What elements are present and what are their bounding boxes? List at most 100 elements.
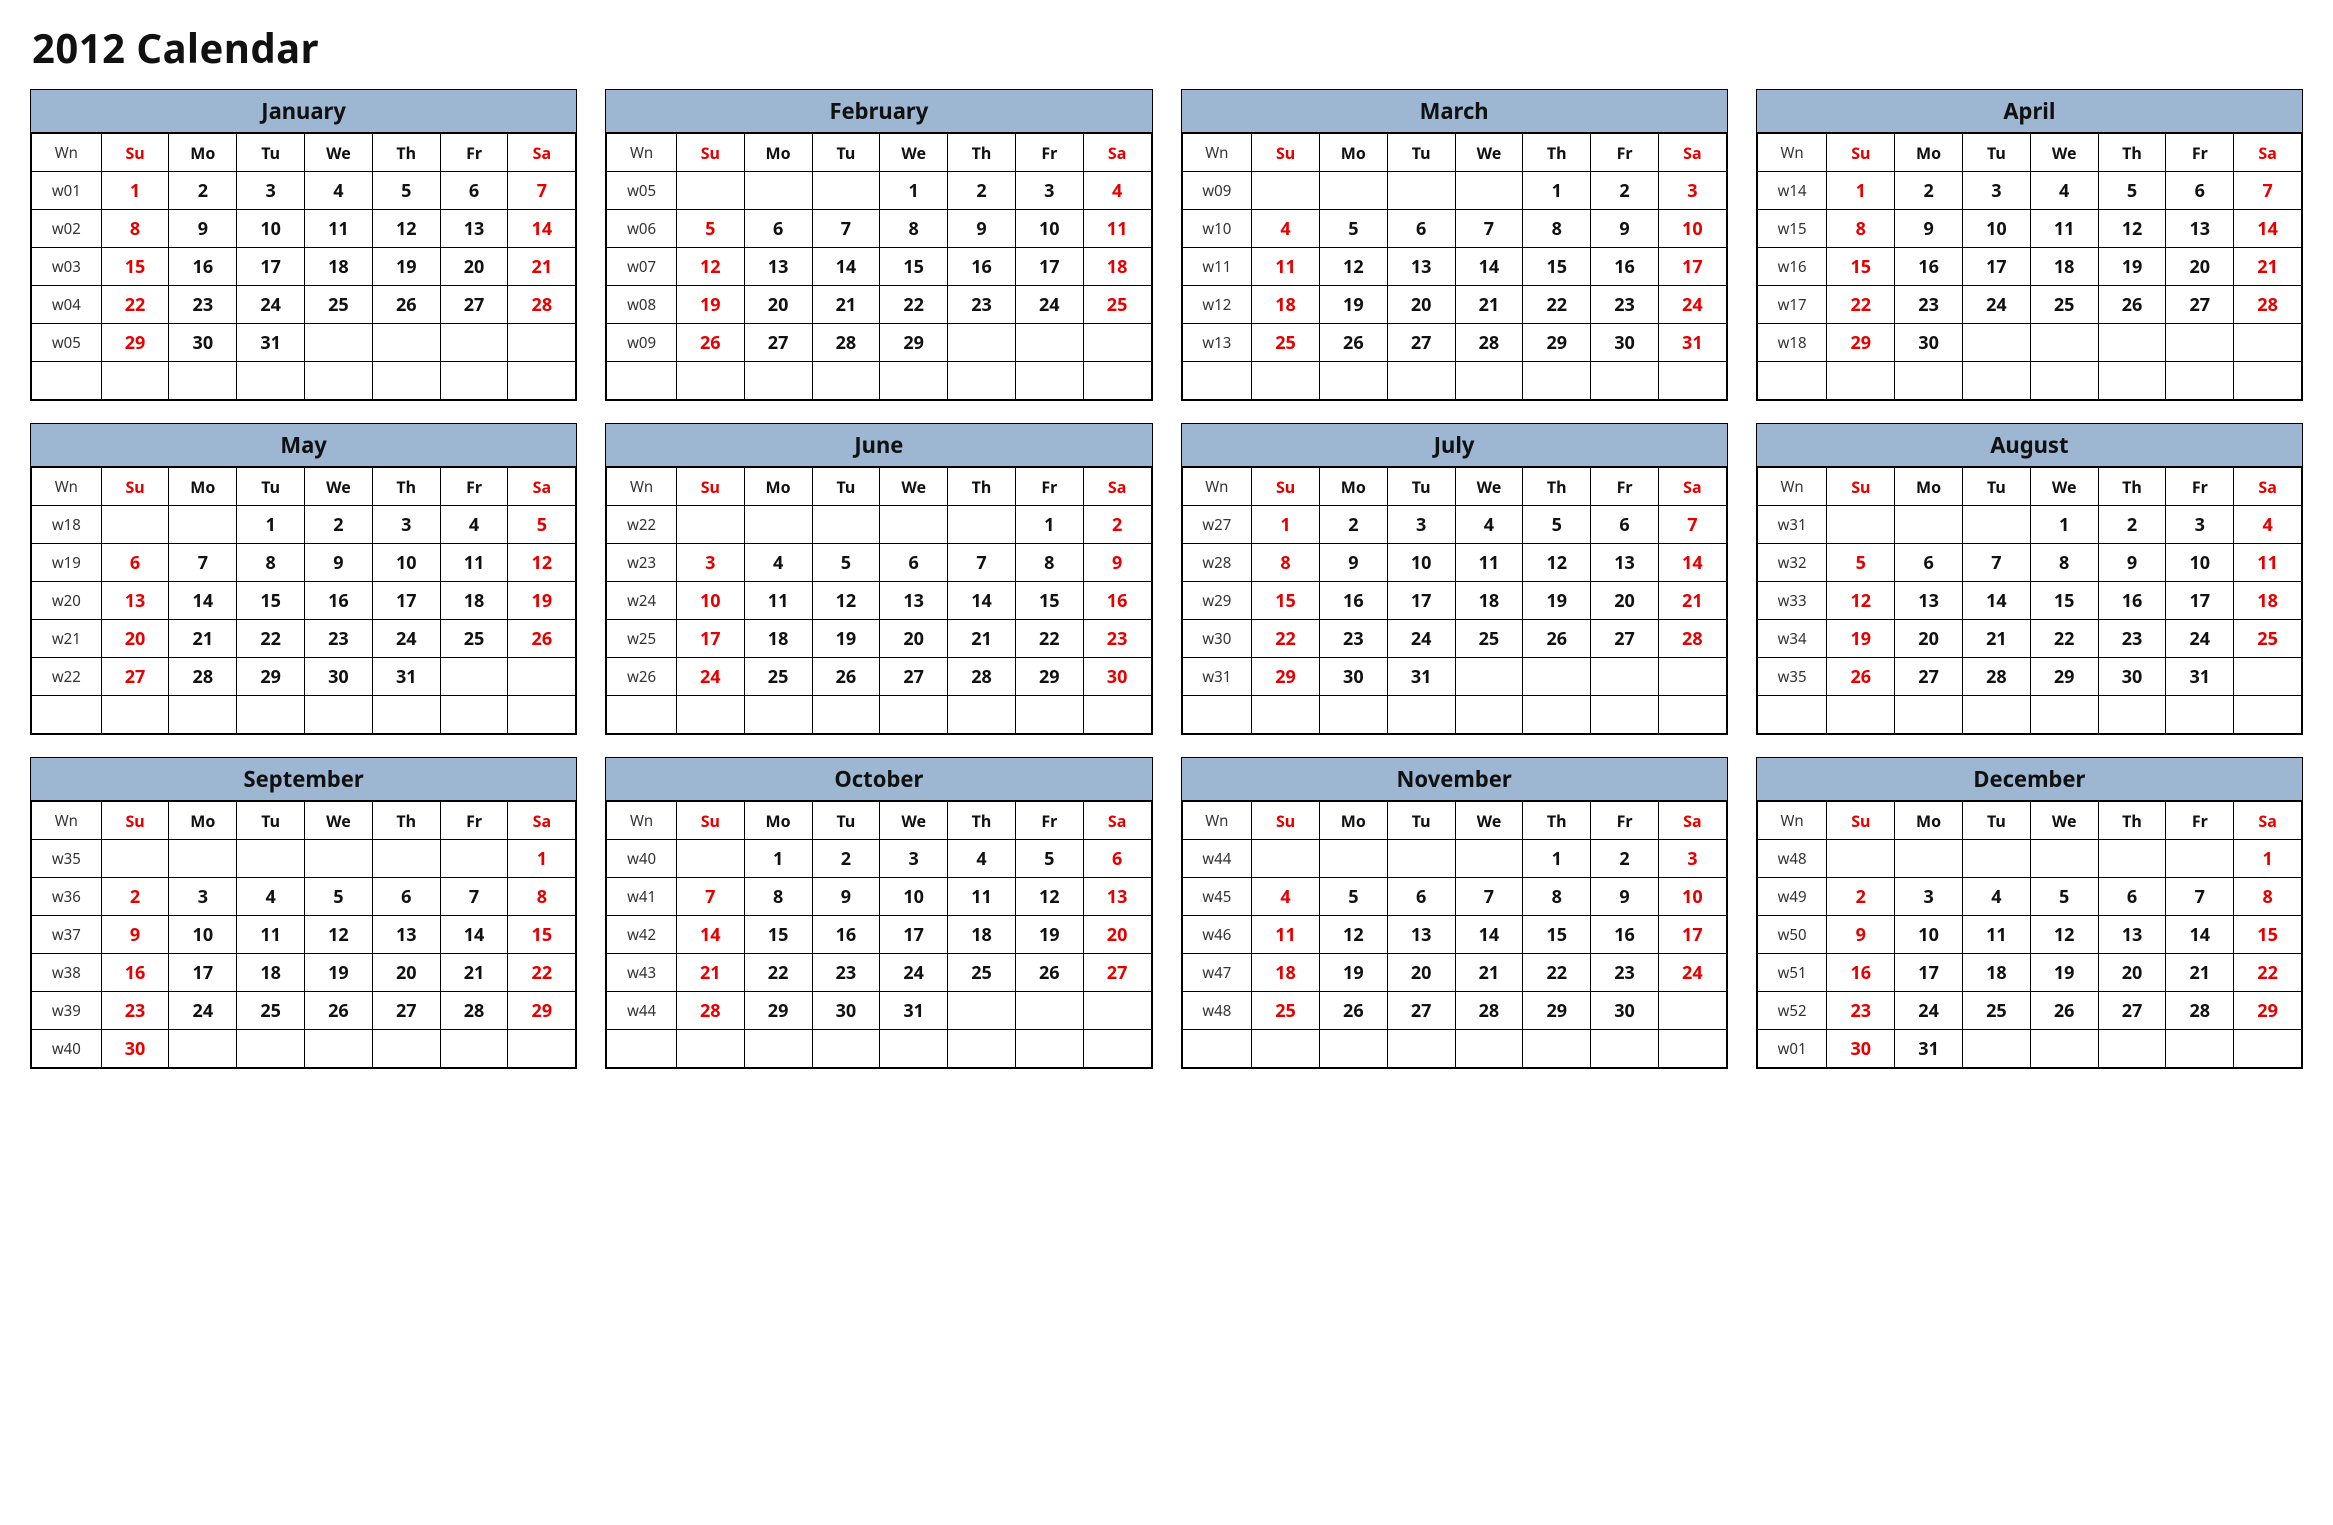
- day-cell: 25: [440, 620, 508, 658]
- day-cell: 2: [1895, 172, 1963, 210]
- day-cell: [1252, 696, 1320, 734]
- day-cell: 30: [1319, 658, 1387, 696]
- day-cell: 21: [440, 954, 508, 992]
- day-cell: 29: [1827, 324, 1895, 362]
- day-header: Fr: [440, 468, 508, 506]
- weeknum-cell: w40: [32, 1030, 102, 1068]
- day-header: Mo: [169, 802, 237, 840]
- day-cell: 31: [880, 992, 948, 1030]
- day-cell: 3: [1658, 840, 1726, 878]
- day-header: Th: [1523, 468, 1591, 506]
- month-name: August: [1757, 424, 2302, 467]
- day-header: We: [1455, 802, 1523, 840]
- day-cell: 5: [1523, 506, 1591, 544]
- day-cell: 1: [2234, 840, 2302, 878]
- week-row: w271234567: [1182, 506, 1726, 544]
- day-cell: [676, 840, 744, 878]
- day-cell: 14: [1455, 248, 1523, 286]
- week-row: w44123: [1182, 840, 1726, 878]
- day-cell: 6: [101, 544, 169, 582]
- day-cell: 14: [508, 210, 576, 248]
- day-header: Mo: [1319, 468, 1387, 506]
- week-row: w5223242526272829: [1757, 992, 2301, 1030]
- weeknum-header: Wn: [1757, 468, 1827, 506]
- day-cell: 1: [1827, 172, 1895, 210]
- week-row: w48252627282930: [1182, 992, 1726, 1030]
- day-cell: 11: [1252, 248, 1320, 286]
- day-cell: 16: [1319, 582, 1387, 620]
- week-row: w0819202122232425: [607, 286, 1151, 324]
- week-row: w31293031: [1182, 658, 1726, 696]
- day-cell: [237, 1030, 305, 1068]
- day-cell: 22: [1523, 954, 1591, 992]
- day-cell: 16: [1895, 248, 1963, 286]
- day-cell: 13: [101, 582, 169, 620]
- month-card: JulyWnSuMoTuWeThFrSaw271234567w288910111…: [1181, 423, 1728, 735]
- day-cell: 16: [169, 248, 237, 286]
- weeknum-cell: w32: [1757, 544, 1827, 582]
- day-cell: [372, 696, 440, 734]
- week-row: w0712131415161718: [607, 248, 1151, 286]
- day-cell: 28: [1455, 324, 1523, 362]
- day-cell: 9: [169, 210, 237, 248]
- day-cell: 11: [237, 916, 305, 954]
- day-cell: 11: [440, 544, 508, 582]
- day-cell: 30: [812, 992, 880, 1030]
- day-cell: 15: [1015, 582, 1083, 620]
- day-header: Fr: [1591, 802, 1659, 840]
- weeknum-cell: w27: [1182, 506, 1252, 544]
- day-cell: 24: [1658, 286, 1726, 324]
- day-cell: 18: [1083, 248, 1151, 286]
- week-row: w09123: [1182, 172, 1726, 210]
- day-cell: 13: [880, 582, 948, 620]
- week-row: w481: [1757, 840, 2301, 878]
- day-cell: [1319, 696, 1387, 734]
- day-cell: 3: [237, 172, 305, 210]
- day-header: Sa: [508, 802, 576, 840]
- day-cell: [1591, 1030, 1659, 1068]
- day-cell: 22: [101, 286, 169, 324]
- day-header: Tu: [1963, 134, 2031, 172]
- month-name: December: [1757, 758, 2302, 801]
- day-cell: 14: [1455, 916, 1523, 954]
- day-cell: 21: [2234, 248, 2302, 286]
- day-cell: 23: [1319, 620, 1387, 658]
- week-row: [1182, 1030, 1726, 1068]
- week-row: w4321222324252627: [607, 954, 1151, 992]
- day-cell: 4: [305, 172, 373, 210]
- day-cell: 8: [237, 544, 305, 582]
- day-cell: 23: [1083, 620, 1151, 658]
- day-cell: 12: [2098, 210, 2166, 248]
- week-row: w362345678: [32, 878, 576, 916]
- day-cell: [880, 506, 948, 544]
- day-header: Fr: [440, 802, 508, 840]
- month-card: AugustWnSuMoTuWeThFrSaw311234w3256789101…: [1756, 423, 2303, 735]
- weeknum-header: Wn: [1182, 134, 1252, 172]
- day-cell: 31: [1895, 1030, 1963, 1068]
- day-cell: 2: [169, 172, 237, 210]
- week-row: w351: [32, 840, 576, 878]
- day-cell: 18: [1455, 582, 1523, 620]
- day-cell: [1827, 362, 1895, 400]
- day-cell: 10: [676, 582, 744, 620]
- week-row: w141234567: [1757, 172, 2301, 210]
- day-cell: 3: [880, 840, 948, 878]
- day-cell: [237, 696, 305, 734]
- day-cell: 9: [1083, 544, 1151, 582]
- day-header: Th: [372, 134, 440, 172]
- weeknum-cell: w49: [1757, 878, 1827, 916]
- week-row: [32, 362, 576, 400]
- day-cell: 2: [1827, 878, 1895, 916]
- week-row: w3923242526272829: [32, 992, 576, 1030]
- week-row: w011234567: [32, 172, 576, 210]
- month-table: WnSuMoTuWeThFrSaw2212w233456789w24101112…: [606, 467, 1151, 734]
- day-cell: [1455, 658, 1523, 696]
- day-cell: 6: [440, 172, 508, 210]
- day-cell: 23: [1895, 286, 1963, 324]
- day-cell: 16: [1591, 248, 1659, 286]
- week-row: w222728293031: [32, 658, 576, 696]
- weeknum-cell: w33: [1757, 582, 1827, 620]
- day-cell: [1387, 696, 1455, 734]
- week-row: w1218192021222324: [1182, 286, 1726, 324]
- day-header: Fr: [1015, 134, 1083, 172]
